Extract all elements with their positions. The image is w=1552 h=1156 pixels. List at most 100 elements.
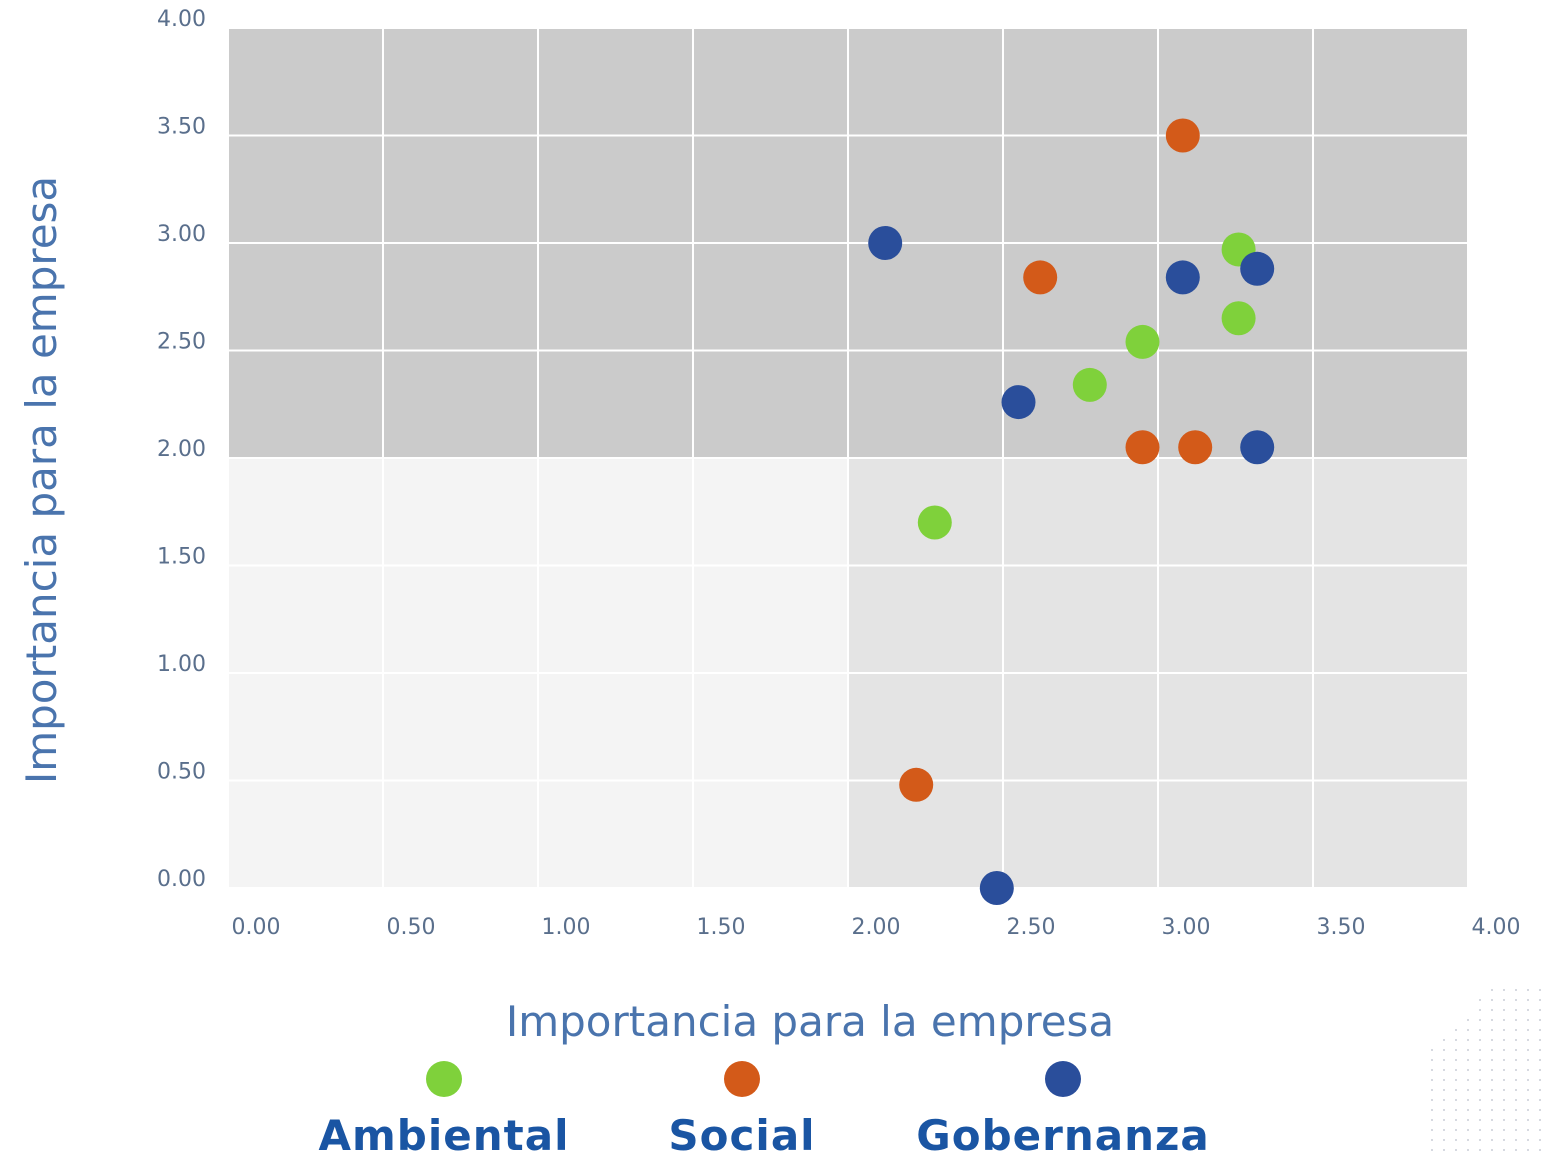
point-social <box>1165 118 1200 153</box>
pattern-dot <box>1503 1139 1505 1141</box>
legend-marker-gobernanza <box>1045 1061 1081 1097</box>
pattern-dot <box>1503 1049 1505 1051</box>
pattern-dot <box>1515 999 1517 1001</box>
pattern-dot <box>1455 1049 1457 1051</box>
x-tick-label: 4.00 <box>1472 915 1521 940</box>
pattern-dot <box>1491 1099 1493 1101</box>
pattern-dot <box>1491 999 1493 1001</box>
pattern-dot <box>1515 1039 1517 1041</box>
pattern-dot <box>1455 1109 1457 1111</box>
pattern-dot <box>1467 1079 1469 1081</box>
pattern-dot <box>1491 1049 1493 1051</box>
pattern-dot <box>1515 1009 1517 1011</box>
pattern-dot <box>1443 1129 1445 1131</box>
pattern-dot <box>1491 1139 1493 1141</box>
pattern-dot <box>1539 1149 1541 1151</box>
pattern-dot <box>1431 1129 1433 1131</box>
pattern-dot <box>1443 1099 1445 1101</box>
x-tick-label: 2.00 <box>852 915 901 940</box>
y-tick-label: 1.50 <box>157 545 206 570</box>
x-tick-label: 1.50 <box>697 915 746 940</box>
pattern-dot <box>1527 1149 1529 1151</box>
point-gobernanza <box>868 226 903 260</box>
pattern-dot <box>1515 1149 1517 1151</box>
y-axis-title: Importancia para la empresa <box>17 176 66 784</box>
pattern-dot <box>1527 989 1529 991</box>
pattern-dot <box>1491 1079 1493 1081</box>
pattern-dot <box>1539 1109 1541 1111</box>
pattern-dot <box>1503 1039 1505 1041</box>
pattern-dot <box>1527 1019 1529 1021</box>
x-tick-label: 2.50 <box>1007 915 1056 940</box>
legend-marker-ambiental <box>426 1061 462 1097</box>
pattern-dot <box>1539 1119 1541 1121</box>
decorative-dot-pattern <box>1431 989 1541 1151</box>
pattern-dot <box>1479 1139 1481 1141</box>
point-ambiental <box>1221 301 1256 336</box>
pattern-dot <box>1491 1009 1493 1011</box>
pattern-dot <box>1539 1009 1541 1011</box>
x-tick-label: 0.00 <box>232 915 281 940</box>
y-tick-label: 3.50 <box>157 115 206 140</box>
x-tick-label: 1.00 <box>542 915 591 940</box>
y-tick-label: 1.00 <box>157 652 206 677</box>
pattern-dot <box>1491 1089 1493 1091</box>
pattern-dot <box>1527 1039 1529 1041</box>
y-axis-ticks: 0.00 0.50 1.00 1.50 2.00 2.50 3.00 3.50 4.00 <box>157 7 206 892</box>
pattern-dot <box>1515 1129 1517 1131</box>
pattern-dot <box>1527 1139 1529 1141</box>
pattern-dot <box>1491 1129 1493 1131</box>
point-social <box>1178 430 1213 465</box>
legend-marker-social <box>724 1061 760 1097</box>
point-gobernanza <box>979 871 1014 905</box>
pattern-dot <box>1491 1149 1493 1151</box>
pattern-dot <box>1467 1059 1469 1061</box>
grid-lines <box>227 27 1469 889</box>
pattern-dot <box>1479 1079 1481 1081</box>
pattern-dot <box>1527 1119 1529 1121</box>
pattern-dot <box>1467 1129 1469 1131</box>
x-tick-label: 3.00 <box>1162 915 1211 940</box>
pattern-dot <box>1431 1109 1433 1111</box>
pattern-dot <box>1491 1029 1493 1031</box>
pattern-dot <box>1503 1129 1505 1131</box>
pattern-dot <box>1515 1109 1517 1111</box>
pattern-dot <box>1467 1109 1469 1111</box>
pattern-dot <box>1455 1029 1457 1031</box>
pattern-dot <box>1503 1029 1505 1031</box>
point-gobernanza <box>1165 260 1200 295</box>
pattern-dot <box>1479 1089 1481 1091</box>
pattern-dot <box>1443 1069 1445 1071</box>
pattern-dot <box>1515 1079 1517 1081</box>
pattern-dot <box>1479 999 1481 1001</box>
pattern-dot <box>1479 1049 1481 1051</box>
pattern-dot <box>1527 1079 1529 1081</box>
pattern-dot <box>1479 1109 1481 1111</box>
point-ambiental <box>1125 324 1160 359</box>
pattern-dot <box>1515 1069 1517 1071</box>
point-social <box>1023 260 1058 295</box>
pattern-dot <box>1455 1039 1457 1041</box>
pattern-dot <box>1467 1039 1469 1041</box>
pattern-dot <box>1467 1089 1469 1091</box>
pattern-dot <box>1467 1019 1469 1021</box>
pattern-dot <box>1503 999 1505 1001</box>
point-gobernanza <box>1240 430 1275 465</box>
pattern-dot <box>1443 1109 1445 1111</box>
pattern-dot <box>1503 1109 1505 1111</box>
pattern-dot <box>1455 1139 1457 1141</box>
x-axis-ticks: 0.00 0.50 1.00 1.50 2.00 2.50 3.00 3.50 4.00 <box>232 915 1521 940</box>
pattern-dot <box>1455 1099 1457 1101</box>
pattern-dot <box>1479 1149 1481 1151</box>
pattern-dot <box>1455 1079 1457 1081</box>
pattern-dot <box>1479 1069 1481 1071</box>
pattern-dot <box>1491 1039 1493 1041</box>
pattern-dot <box>1527 999 1529 1001</box>
pattern-dot <box>1443 1089 1445 1091</box>
pattern-dot <box>1527 1109 1529 1111</box>
pattern-dot <box>1467 1139 1469 1141</box>
pattern-dot <box>1431 1119 1433 1121</box>
pattern-dot <box>1539 1099 1541 1101</box>
pattern-dot <box>1443 1059 1445 1061</box>
